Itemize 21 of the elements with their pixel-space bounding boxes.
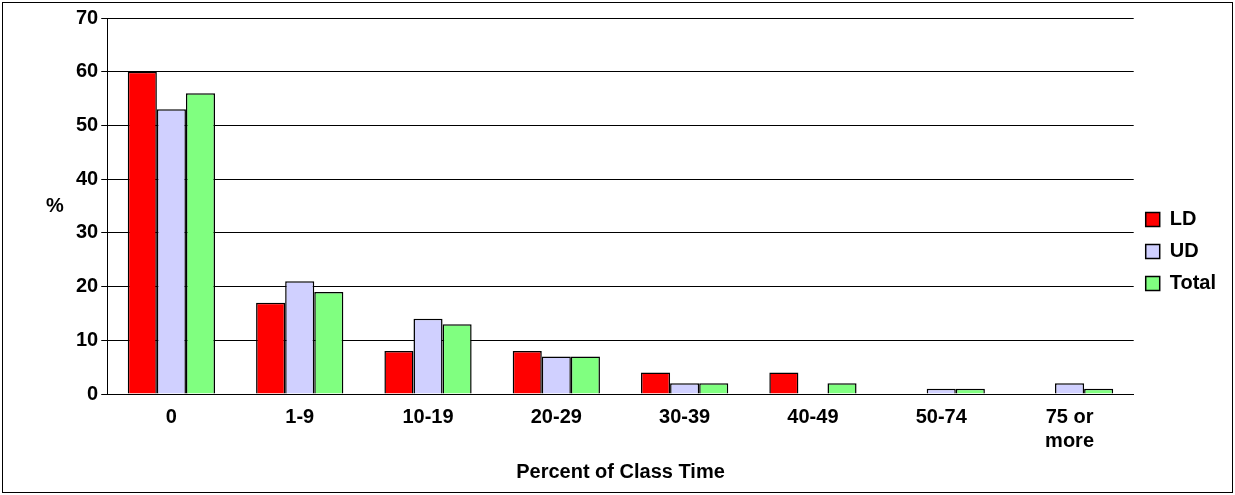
y-tick-label: 0	[87, 381, 99, 404]
x-tick-label: 30-39	[659, 404, 711, 427]
x-tick-label: 50-74	[915, 404, 968, 427]
y-axis-title: %	[46, 193, 65, 216]
x-tick-label: 0	[165, 404, 177, 427]
y-tick-label: 50	[76, 112, 99, 135]
y-tick-label: 10	[76, 327, 99, 350]
x-tick-label: 20-29	[530, 404, 582, 427]
x-axis-title: Percent of Class Time	[516, 459, 725, 482]
legend-label: Total	[1169, 271, 1217, 294]
y-tick-label: 40	[76, 166, 99, 189]
legend-label: UD	[1169, 239, 1199, 262]
y-tick-label: 30	[76, 220, 99, 243]
x-tick-label: 10-19	[402, 404, 454, 427]
y-tick-label: 20	[76, 274, 99, 297]
x-tick-label: 75 or more	[1045, 404, 1095, 451]
legend-label: LD	[1169, 207, 1197, 230]
y-tick-label: 70	[76, 5, 99, 28]
y-tick-label: 60	[76, 59, 99, 82]
x-tick-label: 1-9	[285, 404, 315, 427]
x-tick-label: 40-49	[787, 404, 839, 427]
